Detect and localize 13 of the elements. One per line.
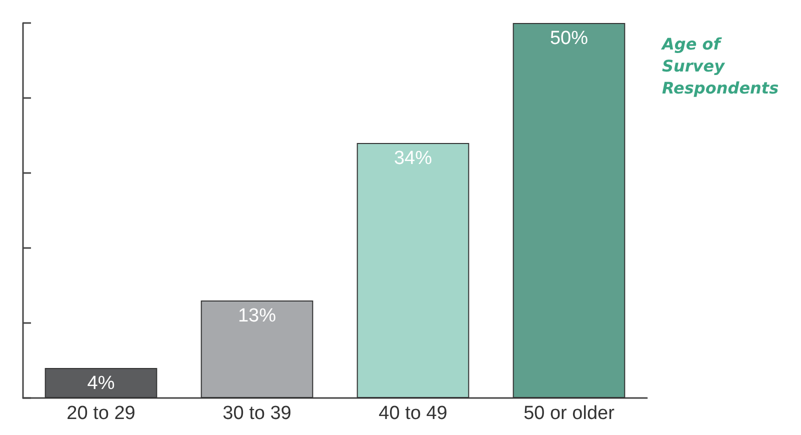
x-tick-label: 30 to 39 [222, 403, 292, 424]
data-label: 34% [394, 148, 432, 169]
data-label: 4% [87, 373, 115, 394]
data-label: 50% [550, 28, 588, 49]
x-tick-label: 40 to 49 [378, 403, 448, 424]
bar [512, 23, 626, 398]
bar [356, 143, 470, 398]
x-tick-label: 50 or older [524, 403, 616, 424]
bar [200, 300, 314, 398]
data-label: 13% [238, 306, 276, 326]
text: Age of Survey Respondents [660, 34, 779, 98]
bar [44, 368, 158, 398]
x-tick-label: 20 to 29 [66, 403, 136, 424]
